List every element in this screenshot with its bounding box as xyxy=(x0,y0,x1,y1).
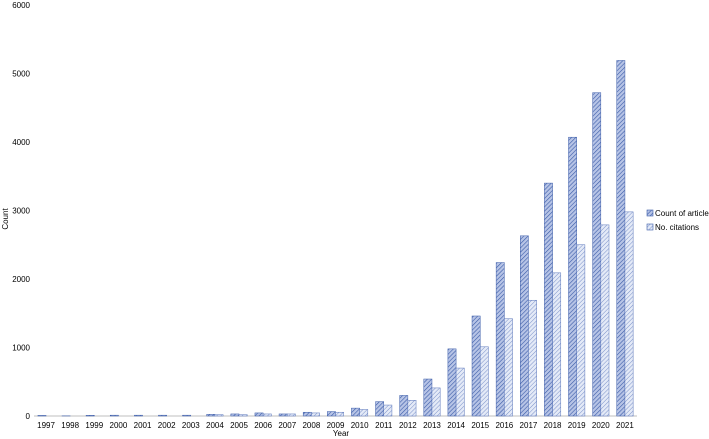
x-tick-label: 2018 xyxy=(544,421,562,430)
bar-no-citations xyxy=(383,404,393,417)
bar-count-of-articles xyxy=(495,262,505,417)
x-tick-label: 2008 xyxy=(302,421,320,430)
bar-count-of-articles xyxy=(109,414,119,417)
bar-count-of-articles xyxy=(616,60,626,417)
x-tick-label: 2003 xyxy=(182,421,200,430)
bar-count-of-articles xyxy=(158,414,167,417)
x-tick-label: 2004 xyxy=(206,421,224,430)
bar-no-citations xyxy=(576,244,586,417)
bar-count-of-articles xyxy=(134,414,143,417)
bar-no-citations xyxy=(431,387,441,417)
bar-no-citations xyxy=(600,224,610,417)
x-tick-label: 1997 xyxy=(37,421,55,430)
y-tick-label: 5000 xyxy=(12,70,30,79)
y-tick-label: 4000 xyxy=(12,138,30,147)
x-tick-label: 1998 xyxy=(61,421,79,430)
bar-no-citations xyxy=(407,400,417,417)
bars xyxy=(37,60,634,417)
x-tick-label: 2014 xyxy=(447,421,465,430)
bar-count-of-articles xyxy=(254,412,264,417)
bar-count-of-articles xyxy=(423,378,433,417)
x-tick-label: 2016 xyxy=(495,421,513,430)
bar-count-of-articles xyxy=(375,401,384,417)
bar-no-citations xyxy=(287,413,296,417)
bar-count-of-articles xyxy=(544,182,553,417)
x-tick-label: 2001 xyxy=(134,421,152,430)
legend-swatch-count-of-articles xyxy=(646,209,654,217)
bar-no-citations xyxy=(262,413,272,417)
bar-count-of-articles xyxy=(447,348,457,417)
tick-labels: 0 1000 2000 3000 4000 5000 6000 1997 1998 1999 200… xyxy=(12,1,634,430)
x-tick-label: 2002 xyxy=(158,421,176,430)
y-tick-label: 0 xyxy=(26,412,31,421)
y-tick-label: 6000 xyxy=(12,1,30,10)
x-tick-label: 2011 xyxy=(375,421,393,430)
x-tick-label: 2006 xyxy=(254,421,272,430)
bar-no-citations xyxy=(311,412,320,417)
x-tick-label: 2015 xyxy=(471,421,489,430)
x-tick-label: 2019 xyxy=(568,421,586,430)
x-tick-label: 2010 xyxy=(351,421,369,430)
y-tick-label: 3000 xyxy=(12,207,30,216)
bar-count-of-articles xyxy=(399,395,409,417)
bar-no-citations xyxy=(504,318,513,417)
bar-no-citations xyxy=(455,367,465,417)
bar-count-of-articles xyxy=(520,235,529,417)
x-tick-label: 2005 xyxy=(230,421,248,430)
x-tick-label: 2000 xyxy=(110,421,128,430)
bar-count-of-articles xyxy=(37,415,47,417)
y-tick-label: 1000 xyxy=(12,344,30,353)
bar-no-citations xyxy=(552,272,562,417)
x-tick-label: 2020 xyxy=(592,421,610,430)
x-axis-title: Year xyxy=(333,429,350,438)
bar-no-citations xyxy=(214,414,224,417)
bar-no-citations xyxy=(624,211,634,417)
bar-count-of-articles xyxy=(302,411,312,417)
bar-count-of-articles xyxy=(471,315,481,417)
x-tick-label: 2007 xyxy=(278,421,296,430)
legend-label-count-of-articles: Count of articles xyxy=(655,209,709,218)
legend-label-no-citations: No. citations xyxy=(655,223,699,232)
bar-no-citations xyxy=(335,411,344,417)
x-tick-label: 1999 xyxy=(85,421,103,430)
bar-count-of-articles xyxy=(327,411,336,417)
bar-count-of-articles xyxy=(568,136,577,417)
bar-no-citations xyxy=(479,346,489,417)
x-tick-label: 2013 xyxy=(423,421,441,430)
legend: Count of articles No. citations xyxy=(646,209,709,232)
bar-count-of-articles xyxy=(206,414,216,417)
x-tick-label: 2009 xyxy=(327,421,345,430)
y-axis-title: Count xyxy=(1,208,10,230)
y-tick-label: 2000 xyxy=(12,275,30,284)
bar-count-of-articles xyxy=(182,414,192,417)
x-tick-label: 2017 xyxy=(520,421,538,430)
bar-no-citations xyxy=(359,409,369,417)
bar-no-citations xyxy=(238,414,248,417)
bar-count-of-articles xyxy=(85,415,95,417)
x-tick-label: 2012 xyxy=(399,421,417,430)
legend-swatch-no-citations xyxy=(646,223,654,231)
bar-no-citations xyxy=(528,299,537,417)
bar-count-of-articles xyxy=(592,92,602,417)
bar-count-of-articles xyxy=(278,413,288,417)
x-tick-label: 2021 xyxy=(616,421,634,430)
bar-count-of-articles xyxy=(230,413,240,417)
bar-count-of-articles xyxy=(351,407,360,417)
